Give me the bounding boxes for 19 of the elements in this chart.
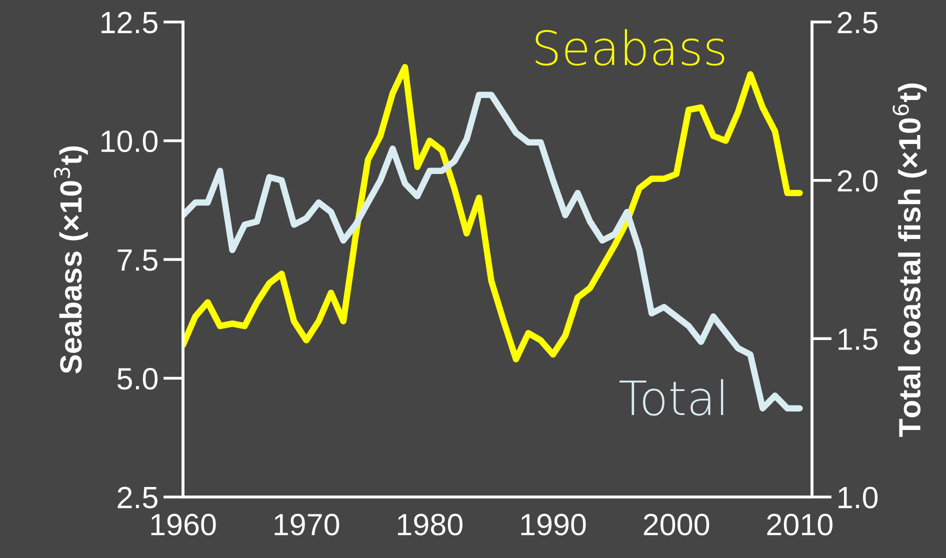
y-tick-label: 5.0 (117, 368, 158, 390)
series-label: Total (620, 379, 724, 416)
y2-tick-label: 2.0 (838, 170, 878, 192)
y2-tick-label: 1.5 (838, 328, 878, 350)
x-tick-label: 1990 (521, 514, 586, 536)
y-tick-label: 10.0 (102, 130, 158, 152)
y2-tick-label: 2.5 (838, 12, 878, 34)
y-tick-label: 12.5 (102, 12, 158, 34)
y-tick-label: 2.5 (118, 486, 158, 508)
x-tick-label: 2000 (644, 514, 710, 536)
x-tick-label: 1980 (398, 514, 462, 536)
y2-tick-label: 1.0 (838, 486, 878, 508)
y2-axis-title: Total coastal fish (×10$^{6}$t) (892, 84, 927, 437)
series-label: Seabass (536, 29, 724, 66)
x-tick-label: 1970 (274, 514, 340, 536)
x-tick-label: 2010 (767, 514, 832, 536)
y-tick-label: 7.5 (118, 250, 158, 271)
y-axis-title: Seabass (×10$^{3}$t) (54, 146, 88, 374)
x-tick-label: 1960 (151, 514, 216, 536)
